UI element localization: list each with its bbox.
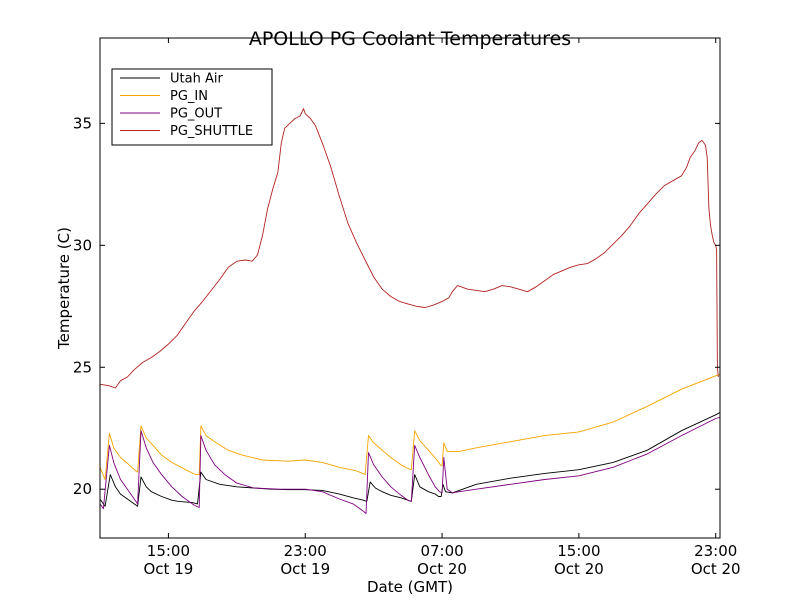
x-tick-label-date: Oct 20 bbox=[554, 560, 604, 578]
series-line-pg-in bbox=[99, 374, 721, 480]
series-layer bbox=[99, 108, 721, 515]
y-tick-label: 35 bbox=[73, 114, 92, 132]
x-tick-label-time: 23:00 bbox=[694, 542, 737, 560]
x-tick-label-date: Oct 19 bbox=[280, 560, 330, 578]
series-line-pg-shuttle bbox=[99, 108, 719, 389]
legend-box bbox=[111, 68, 273, 146]
x-tick-label-time: 15:00 bbox=[557, 542, 600, 560]
chart-title: APOLLO PG Coolant Temperatures bbox=[249, 28, 571, 50]
legend-label: PG_SHUTTLE bbox=[170, 124, 253, 139]
legend-items: Utah Air PG_IN PG_OUT PG_SHUTTLE bbox=[120, 72, 253, 139]
legend-label: Utah Air bbox=[170, 72, 223, 87]
x-tick-label-date: Oct 19 bbox=[144, 560, 194, 578]
plot-area bbox=[99, 37, 721, 539]
series-line-pg-out bbox=[99, 416, 721, 515]
y-axis-label: Temperature (C) bbox=[55, 227, 73, 350]
y-tick-label: 30 bbox=[73, 236, 92, 254]
y-tick-label: 20 bbox=[73, 480, 92, 498]
legend-label: PG_OUT bbox=[170, 107, 222, 122]
x-tick-label-time: 23:00 bbox=[284, 542, 327, 560]
x-tick-label-date: Oct 20 bbox=[417, 560, 467, 578]
x-tick-label-time: 07:00 bbox=[420, 542, 463, 560]
y-tick-label: 25 bbox=[73, 358, 92, 376]
x-axis-label: Date (GMT) bbox=[367, 578, 453, 596]
x-tick-label-time: 15:00 bbox=[147, 542, 190, 560]
legend: Utah Air PG_IN PG_OUT PG_SHUTTLE bbox=[111, 68, 273, 146]
x-tick-label-date: Oct 20 bbox=[691, 560, 741, 578]
series-line-utah-air bbox=[99, 412, 721, 507]
legend-label: PG_IN bbox=[170, 89, 208, 104]
